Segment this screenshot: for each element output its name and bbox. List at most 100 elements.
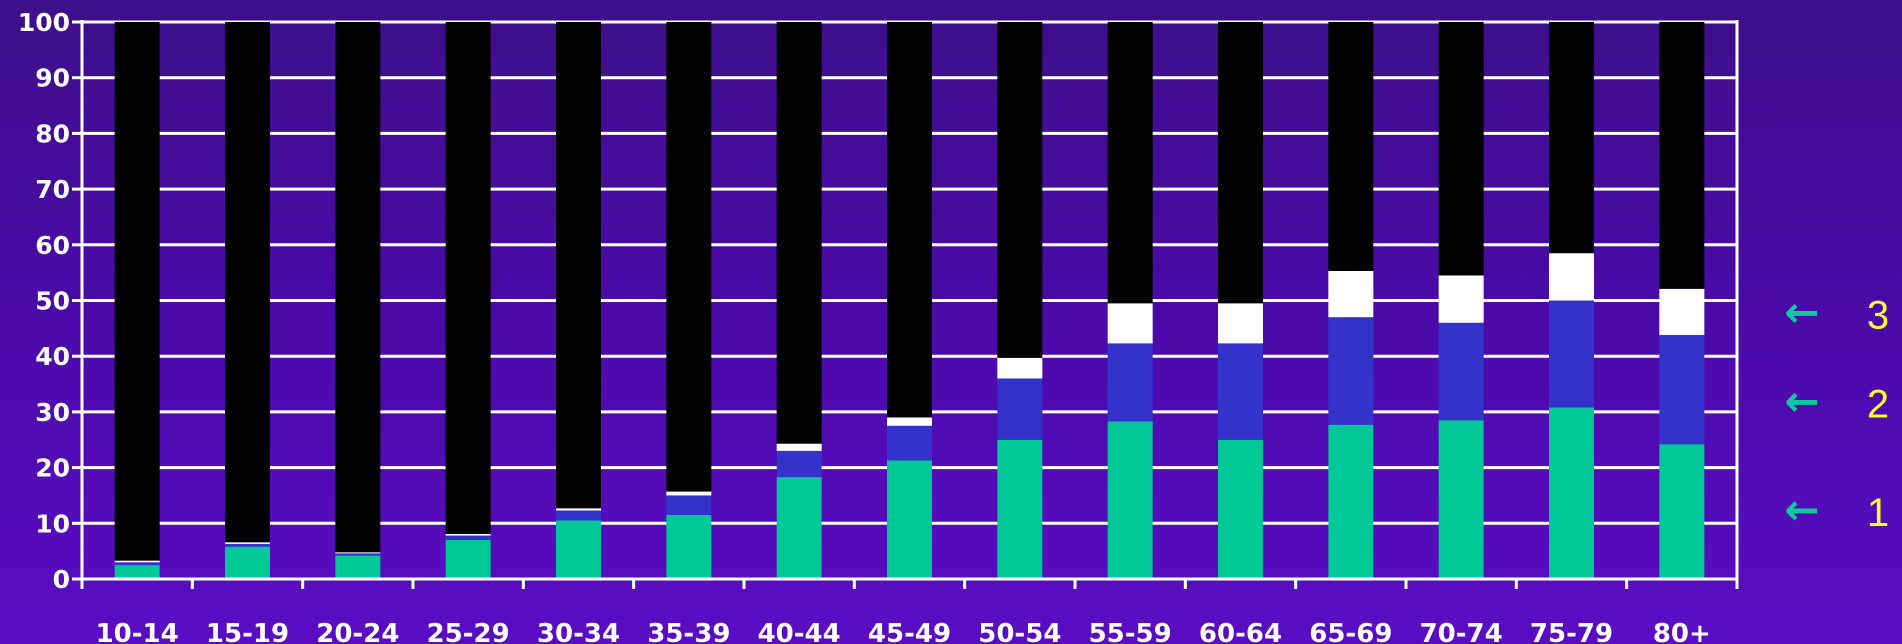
level-label-2: 2 — [1867, 383, 1889, 427]
bar-segment-75-79-s4 — [1549, 22, 1594, 254]
bar-segment-60-64-s2 — [1218, 343, 1263, 440]
bar-segment-20-24-s2 — [335, 553, 381, 556]
bar-segment-30-34-s1 — [556, 520, 601, 579]
bar-segment-50-54-s2 — [997, 378, 1043, 440]
bar-segment-50-54-s3 — [997, 357, 1043, 379]
level-label-3: 3 — [1867, 293, 1889, 337]
x-tick-label-30-34: 30-34 — [537, 619, 620, 644]
bar-segment-45-49-s1 — [887, 460, 932, 579]
x-tick-label-10-14: 10-14 — [96, 619, 179, 644]
x-tick-label-75-79: 75-79 — [1530, 619, 1613, 644]
bar-segment-75-79-s1 — [1549, 407, 1594, 579]
bar-segment-40-44-s4 — [776, 22, 822, 444]
bar-segment-70-74-s4 — [1438, 22, 1484, 276]
bar-segment-25-29-s3 — [445, 533, 491, 536]
bar-segment-70-74-s3 — [1438, 275, 1484, 323]
bar-segment-40-44-s1 — [776, 477, 822, 579]
bar-segment-25-29-s1 — [445, 540, 491, 579]
x-tick-label-70-74: 70-74 — [1420, 619, 1503, 644]
x-tick-label-35-39: 35-39 — [647, 619, 730, 644]
bar-segment-35-39-s1 — [666, 514, 712, 579]
bar-segment-60-64-s1 — [1218, 439, 1263, 579]
bar-segment-70-74-s1 — [1438, 420, 1484, 579]
bar-segment-35-39-s3 — [666, 491, 712, 496]
bar-segment-25-29-s2 — [445, 535, 491, 541]
left-arrow-icon: ← — [1784, 377, 1819, 426]
bar-segment-70-74-s2 — [1438, 322, 1484, 421]
x-tick-label-60-64: 60-64 — [1199, 619, 1282, 644]
y-tick-label-20: 20 — [35, 454, 70, 483]
bar-segment-35-39-s4 — [666, 22, 712, 492]
y-tick-label-10: 10 — [35, 509, 70, 538]
bar-segment-55-59-s4 — [1107, 22, 1153, 304]
bar-segment-25-29-s4 — [445, 22, 491, 534]
bar-segment-60-64-s3 — [1218, 303, 1263, 344]
left-arrow-icon: ← — [1784, 287, 1819, 336]
bar-segment-20-24-s1 — [335, 555, 381, 579]
bar-segment-55-59-s1 — [1107, 421, 1153, 579]
bars — [114, 22, 1705, 579]
y-tick-label-70: 70 — [35, 175, 70, 204]
bar-segment-10-14-s4 — [114, 22, 160, 561]
bar-segment-65-69-s1 — [1328, 424, 1374, 579]
bar-segment-10-14-s1 — [114, 565, 160, 579]
level-label-1: 1 — [1867, 491, 1889, 535]
y-tick-label-80: 80 — [35, 119, 70, 148]
bar-segment-80+-s2 — [1659, 335, 1705, 445]
level-annotation-2: ← 2 — [1784, 377, 1889, 427]
bar-segment-15-19-s2 — [225, 543, 270, 547]
bar-segment-80+-s4 — [1659, 22, 1705, 289]
bar-segment-75-79-s2 — [1549, 300, 1594, 408]
y-tick-labels: 0 10 20 30 40 50 60 70 80 90 100 — [18, 8, 70, 594]
bar-segment-10-14-s3 — [114, 560, 160, 563]
bar-segment-65-69-s4 — [1328, 22, 1374, 271]
x-tick-label-40-44: 40-44 — [758, 619, 841, 644]
x-tick-label-45-49: 45-49 — [868, 619, 951, 644]
bar-segment-65-69-s3 — [1328, 270, 1374, 318]
bar-segment-50-54-s4 — [997, 22, 1043, 358]
bar-segment-20-24-s4 — [335, 22, 381, 553]
bar-segment-65-69-s2 — [1328, 317, 1374, 425]
y-tick-label-40: 40 — [35, 342, 70, 371]
left-arrow-icon: ← — [1784, 485, 1819, 534]
bar-segment-40-44-s2 — [776, 450, 822, 478]
level-annotations: ← 3← 2← 1 — [1784, 287, 1889, 535]
y-tick-label-90: 90 — [35, 64, 70, 93]
x-tick-label-80+: 80+ — [1653, 619, 1711, 644]
bar-segment-30-34-s3 — [556, 508, 601, 511]
x-tick-label-55-59: 55-59 — [1089, 619, 1172, 644]
axes — [72, 20, 1739, 589]
bar-segment-80+-s3 — [1659, 288, 1705, 336]
x-tick-label-15-19: 15-19 — [206, 619, 289, 644]
x-tick-label-65-69: 65-69 — [1309, 619, 1392, 644]
bar-segment-35-39-s2 — [666, 495, 712, 515]
x-tick-label-25-29: 25-29 — [427, 619, 510, 644]
y-tick-label-50: 50 — [35, 287, 70, 316]
level-annotation-1: ← 1 — [1784, 485, 1889, 535]
bar-segment-75-79-s3 — [1549, 253, 1594, 301]
x-tick-labels: 10-14 15-19 20-24 25-29 30-34 35-39 40-44 45-49… — [96, 619, 1711, 644]
bar-segment-45-49-s2 — [887, 425, 932, 461]
bar-segment-45-49-s3 — [887, 417, 932, 426]
bar-segment-15-19-s4 — [225, 22, 270, 543]
bar-segment-80+-s1 — [1659, 444, 1705, 579]
bar-segment-45-49-s4 — [887, 22, 932, 418]
bar-segment-15-19-s3 — [225, 542, 270, 544]
y-tick-label-100: 100 — [18, 8, 70, 37]
level-annotation-3: ← 3 — [1784, 287, 1889, 337]
y-tick-label-30: 30 — [35, 398, 70, 427]
bar-segment-55-59-s3 — [1107, 303, 1153, 344]
bar-segment-10-14-s2 — [114, 562, 160, 566]
bar-segment-55-59-s2 — [1107, 343, 1153, 422]
bar-segment-30-34-s2 — [556, 510, 601, 521]
bar-segment-60-64-s4 — [1218, 22, 1263, 304]
y-tick-label-0: 0 — [53, 565, 70, 594]
bar-segment-50-54-s1 — [997, 439, 1043, 579]
x-tick-label-50-54: 50-54 — [978, 619, 1061, 644]
bar-segment-15-19-s1 — [225, 546, 270, 579]
x-tick-label-20-24: 20-24 — [316, 619, 399, 644]
y-tick-label-60: 60 — [35, 231, 70, 260]
bar-segment-40-44-s3 — [776, 443, 822, 451]
bar-segment-20-24-s3 — [335, 552, 381, 554]
